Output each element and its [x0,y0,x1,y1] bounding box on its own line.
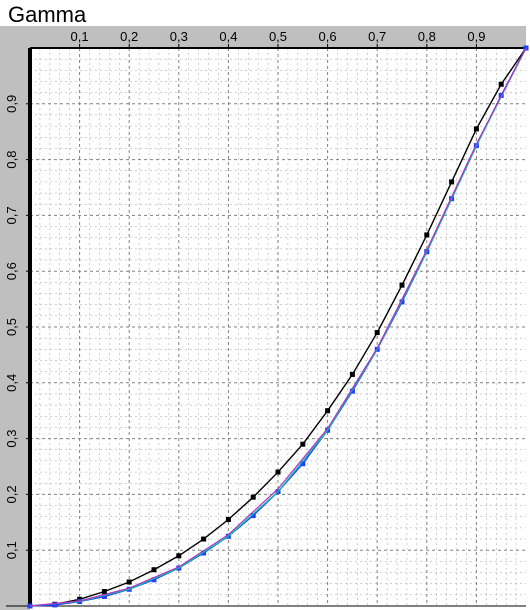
svg-text:0,4: 0,4 [219,29,237,44]
svg-text:0,9: 0,9 [4,95,19,113]
svg-text:0,1: 0,1 [4,541,19,559]
svg-text:0,4: 0,4 [4,374,19,392]
svg-text:0,9: 0,9 [467,29,485,44]
svg-text:0,6: 0,6 [319,29,337,44]
svg-text:0,1: 0,1 [71,29,89,44]
svg-text:0,6: 0,6 [4,262,19,280]
svg-text:0,3: 0,3 [4,430,19,448]
svg-text:0,7: 0,7 [4,206,19,224]
svg-text:0,2: 0,2 [120,29,138,44]
gamma-chart-window: Gamma 0,10,20,30,40,50,60,70,80,90,10,20… [0,0,530,610]
svg-text:0,8: 0,8 [4,151,19,169]
svg-text:0,2: 0,2 [4,485,19,503]
svg-text:0,8: 0,8 [418,29,436,44]
svg-text:0,3: 0,3 [170,29,188,44]
gamma-chart: 0,1 0,2 0,3 0,4 0,5 0,6 0,7 0,8 0,9 0,1 0,2 0,3 0,4 0… [0,26,530,610]
svg-text:0,5: 0,5 [4,318,19,336]
chart-title: Gamma [8,2,86,28]
svg-text:0,7: 0,7 [368,29,386,44]
svg-text:0,5: 0,5 [269,29,287,44]
